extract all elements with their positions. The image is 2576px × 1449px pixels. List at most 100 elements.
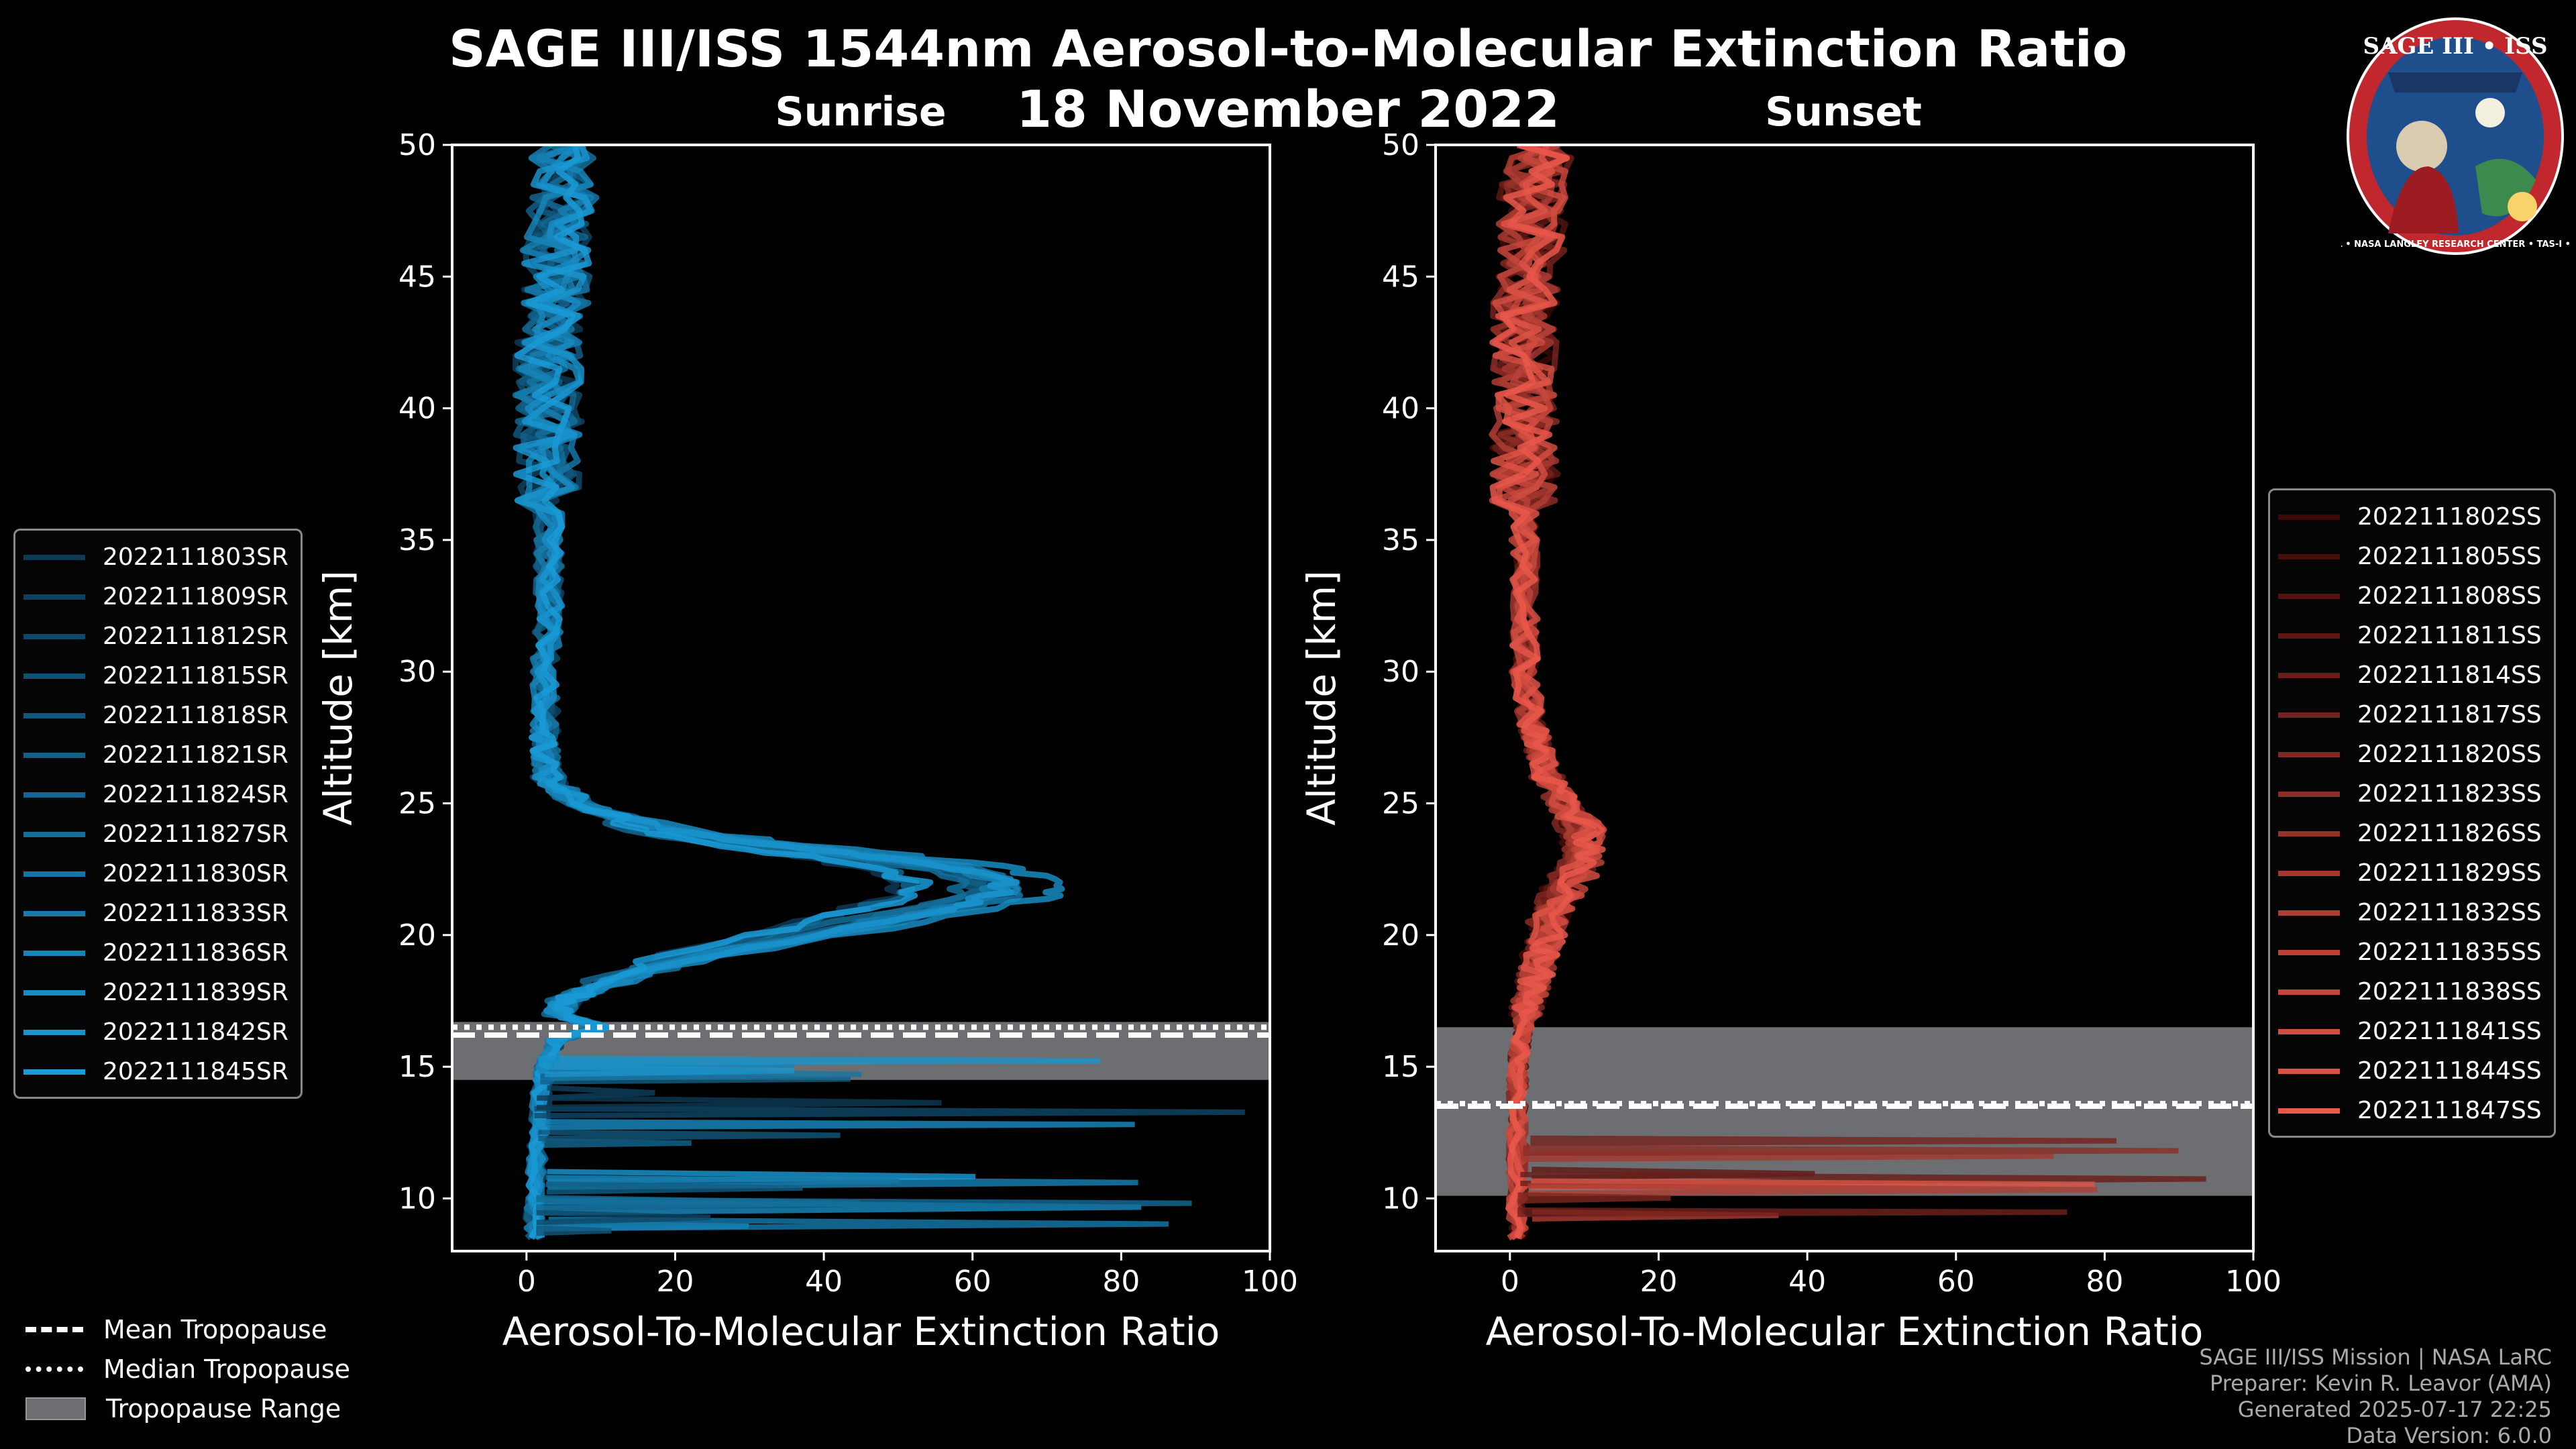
legend-entry: 2022111824SR xyxy=(23,775,288,814)
legend-label: 2022111835SS xyxy=(2357,938,2542,966)
legend-swatch xyxy=(2278,553,2340,559)
logo-figure-robe xyxy=(2388,166,2459,233)
legend-median-tropopause: Median Tropopause xyxy=(25,1349,350,1389)
legend-label: 2022111827SR xyxy=(103,820,288,848)
y-tick-label: 50 xyxy=(1382,128,1419,162)
legend-swatch xyxy=(23,792,85,798)
credit-version: Data Version: 6.0.0 xyxy=(2346,1423,2552,1448)
cloud-spike-line xyxy=(538,1055,1101,1066)
legend-label: 2022111826SS xyxy=(2357,820,2542,847)
cloud-spike-line xyxy=(544,1138,692,1148)
legend-entry: 2022111833SR xyxy=(23,894,288,933)
legend-swatch xyxy=(2278,910,2340,916)
credit-preparer: Preparer: Kevin R. Leavor (AMA) xyxy=(2209,1371,2552,1396)
profile-line-2022111847SS xyxy=(1489,145,1606,1239)
legend-label: 2022111814SS xyxy=(2357,661,2542,689)
y-tick-label: 15 xyxy=(398,1050,436,1084)
y-tick-label: 40 xyxy=(398,392,436,426)
sage-logo: SAGE III • ISS BALL • NASA LANGLEY RESEA… xyxy=(2341,17,2569,255)
x-tick-label: 60 xyxy=(954,1265,991,1299)
legend-entry: 2022111842SR xyxy=(23,1012,288,1052)
x-axis-label: Aerosol-To-Molecular Extinction Ratio xyxy=(502,1309,1220,1354)
sunset-panel-title: Sunset xyxy=(1765,89,1922,136)
plot-frame xyxy=(1434,144,2255,1252)
x-tick-label: 20 xyxy=(656,1265,694,1299)
legend-label: 2022111844SS xyxy=(2357,1057,2542,1085)
cloud-spike-line xyxy=(535,1119,1135,1130)
legend-label: 2022111824SR xyxy=(103,781,288,808)
legend-label: 2022111829SS xyxy=(2357,859,2542,887)
x-tick-label: 40 xyxy=(1788,1265,1826,1299)
profiles-group xyxy=(1436,145,2253,1241)
x-tick-label: 20 xyxy=(1640,1265,1677,1299)
logo-text: SAGE III • ISS xyxy=(2363,33,2547,60)
legend-label: 2022111845SR xyxy=(103,1058,288,1085)
legend-label: 2022111821SR xyxy=(103,741,288,769)
legend-swatch xyxy=(23,831,85,837)
cloud-spike-line xyxy=(1517,1207,2068,1218)
cloud-spike-line xyxy=(1530,1135,2116,1146)
legend-entry: 2022111829SS xyxy=(2278,853,2542,893)
legend-swatch xyxy=(23,633,85,639)
legend-entry: 2022111817SS xyxy=(2278,695,2542,735)
legend-swatch xyxy=(2278,712,2340,718)
plot-frame xyxy=(451,144,1271,1252)
legend-label: 2022111803SR xyxy=(103,543,288,571)
y-tick-label: 10 xyxy=(398,1181,436,1216)
chart-date: 18 November 2022 xyxy=(1016,79,1560,139)
y-axis-label: Altitude [km] xyxy=(1299,570,1344,825)
legend-swatch xyxy=(2278,633,2340,639)
legend-swatch xyxy=(23,673,85,679)
legend-mean-label: Mean Tropopause xyxy=(103,1314,327,1344)
logo-figure-head xyxy=(2396,121,2447,172)
legend-swatch xyxy=(2278,830,2340,837)
legend-label: 2022111832SS xyxy=(2357,899,2542,926)
logo-sun xyxy=(2508,192,2537,221)
dotted-line-swatch xyxy=(25,1366,83,1372)
legend-entry: 2022111821SR xyxy=(23,735,288,775)
legend-median-label: Median Tropopause xyxy=(103,1354,350,1384)
legend-entry: 2022111844SS xyxy=(2278,1051,2542,1091)
cloud-spike-line xyxy=(1517,1192,1671,1204)
legend-swatch xyxy=(2278,791,2340,797)
legend-label: 2022111842SR xyxy=(103,1018,288,1046)
legend-entry: 2022111835SS xyxy=(2278,932,2542,972)
cloud-spike-line xyxy=(536,1225,612,1236)
legend-swatch xyxy=(2278,989,2340,995)
legend-entry: 2022111820SS xyxy=(2278,735,2542,774)
legend-label: 2022111815SR xyxy=(103,662,288,690)
y-tick-label: 50 xyxy=(398,128,436,162)
legend-entry: 2022111812SR xyxy=(23,616,288,656)
legend-range-label: Tropopause Range xyxy=(106,1393,341,1424)
cloud-spike-line xyxy=(1527,1183,2098,1197)
cloud-spike-line xyxy=(538,1129,841,1142)
credit-generated: Generated 2025-07-17 22:25 xyxy=(2237,1397,2552,1422)
legend-entry: 2022111818SR xyxy=(23,696,288,735)
chart-title: SAGE III/ISS 1544nm Aerosol-to-Molecular… xyxy=(448,19,2128,78)
legend-label: 2022111841SS xyxy=(2357,1018,2542,1045)
legend-entry: 2022111811SS xyxy=(2278,616,2542,655)
y-tick-label: 30 xyxy=(1382,655,1419,689)
legend-swatch xyxy=(23,752,85,758)
legend-swatch xyxy=(2278,1068,2340,1074)
legend-swatch xyxy=(2278,870,2340,876)
legend-swatch xyxy=(23,950,85,956)
y-tick-label: 10 xyxy=(1382,1181,1419,1216)
legend-entry: 2022111845SR xyxy=(23,1052,288,1091)
legend-entry: 2022111823SS xyxy=(2278,774,2542,814)
legend-swatch xyxy=(2278,672,2340,678)
legend-swatch xyxy=(23,712,85,718)
legend-entry: 2022111841SS xyxy=(2278,1012,2542,1051)
legend-mean-tropopause: Mean Tropopause xyxy=(25,1309,350,1349)
legend-label: 2022111836SR xyxy=(103,939,288,967)
legend-entry: 2022111815SR xyxy=(23,656,288,696)
legend-label: 2022111809SR xyxy=(103,583,288,610)
logo-moon xyxy=(2475,98,2505,127)
legend-entry: 2022111830SR xyxy=(23,854,288,894)
legend-swatch xyxy=(2278,514,2340,520)
legend-label: 2022111823SS xyxy=(2357,780,2542,808)
range-swatch xyxy=(25,1397,86,1420)
legend-swatch xyxy=(23,554,85,560)
x-tick-label: 0 xyxy=(517,1265,536,1299)
y-tick-label: 45 xyxy=(398,260,436,294)
